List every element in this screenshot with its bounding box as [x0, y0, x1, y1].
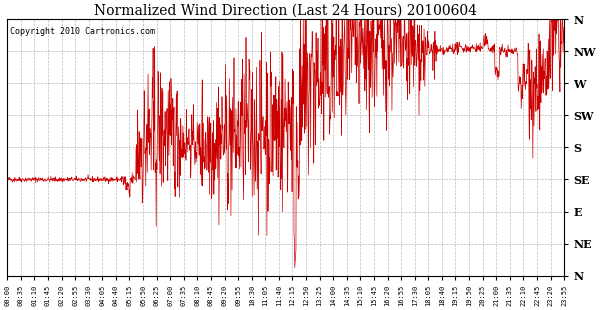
Title: Normalized Wind Direction (Last 24 Hours) 20100604: Normalized Wind Direction (Last 24 Hours…: [94, 4, 477, 18]
Text: Copyright 2010 Cartronics.com: Copyright 2010 Cartronics.com: [10, 27, 155, 36]
